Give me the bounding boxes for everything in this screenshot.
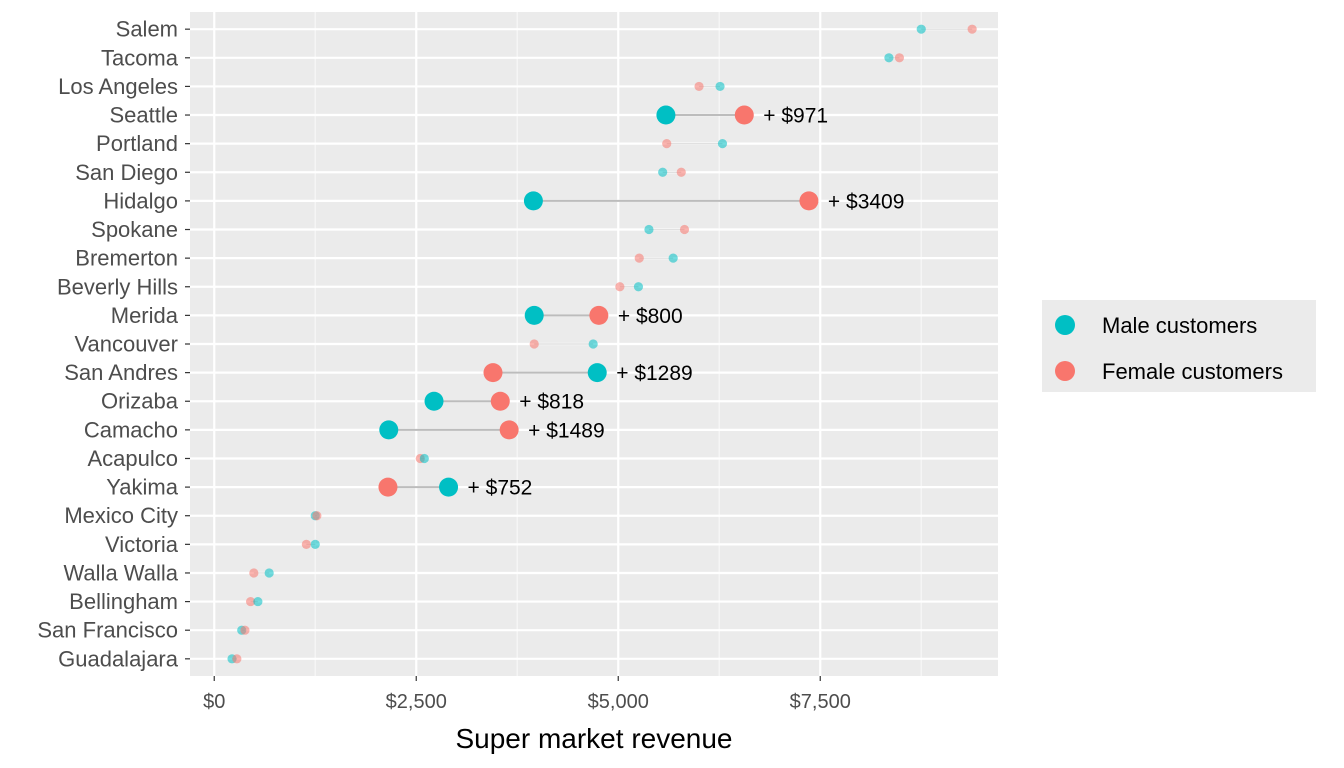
- y-tick-label: San Diego: [75, 160, 178, 185]
- y-tick-label: Merida: [111, 303, 179, 328]
- point-female: [894, 53, 905, 63]
- difference-label: + $3409: [828, 190, 905, 213]
- y-tick-label: Seattle: [110, 103, 179, 128]
- point-female: [490, 391, 510, 411]
- difference-label: + $971: [763, 105, 828, 128]
- connector-lines: [232, 28, 973, 660]
- y-tick-label: Yakima: [106, 475, 178, 500]
- y-tick-label: Bremerton: [75, 246, 178, 271]
- point-female: [615, 282, 625, 292]
- difference-label: + $1289: [616, 362, 693, 385]
- y-tick-label: Spokane: [91, 217, 178, 242]
- point-female: [799, 191, 819, 211]
- point-female: [662, 139, 672, 149]
- y-tick-label: Acapulco: [87, 446, 178, 471]
- y-tick-label: Mexico City: [64, 503, 178, 528]
- y-tick-label: Hidalgo: [103, 188, 178, 213]
- point-male: [717, 139, 728, 149]
- point-female: [967, 24, 977, 34]
- point-male: [658, 167, 668, 177]
- point-female: [694, 81, 704, 92]
- y-axis: Salem Tacoma Los Angeles Seattle Portland San…: [37, 17, 190, 671]
- x-axis: $0 $2,500 $5,000 $7,500: [203, 676, 851, 713]
- point-male: [884, 53, 894, 63]
- x-tick-label: $2,500: [386, 691, 447, 713]
- point-male: [439, 477, 459, 497]
- point-female: [589, 305, 609, 325]
- point-male: [916, 24, 926, 34]
- point-female: [529, 339, 539, 349]
- difference-label: + $752: [468, 477, 533, 500]
- point-male: [587, 363, 607, 383]
- difference-label: + $818: [519, 391, 584, 414]
- point-female: [240, 625, 250, 635]
- point-male: [424, 391, 444, 411]
- point-male: [523, 191, 543, 211]
- data-points: [227, 24, 977, 664]
- y-tick-label: Victoria: [105, 532, 179, 557]
- difference-label: + $1489: [528, 419, 605, 442]
- point-male: [633, 282, 644, 292]
- point-female: [378, 477, 398, 497]
- y-tick-label: Orizaba: [101, 389, 179, 414]
- x-tick-label: $0: [203, 691, 225, 713]
- legend-key-male: [1055, 315, 1075, 335]
- point-male: [379, 420, 399, 440]
- point-female: [312, 511, 322, 521]
- point-female: [734, 105, 754, 125]
- point-male: [419, 453, 429, 464]
- y-tick-label: Los Angeles: [58, 74, 178, 99]
- point-male: [715, 81, 725, 92]
- difference-labels: + $971 + $3409 + $800 + $1289 + $818 + $1489 +…: [468, 105, 905, 500]
- point-female: [676, 167, 686, 177]
- legend-label-male: Male customers: [1102, 313, 1257, 338]
- point-male: [656, 105, 676, 125]
- point-male: [253, 596, 263, 607]
- x-tick-label: $7,500: [790, 691, 851, 713]
- point-male: [310, 539, 320, 549]
- point-female: [249, 568, 259, 578]
- point-male: [588, 339, 598, 349]
- legend-label-female: Female customers: [1102, 359, 1283, 384]
- point-female: [634, 253, 644, 263]
- y-tick-label: Salem: [116, 17, 178, 42]
- point-female: [499, 420, 519, 440]
- point-female: [246, 596, 256, 607]
- y-tick-label: Beverly Hills: [57, 274, 178, 299]
- legend-background: [1042, 300, 1316, 392]
- y-tick-label: Vancouver: [74, 332, 178, 357]
- y-tick-label: Portland: [96, 131, 178, 156]
- legend: Male customers Female customers: [1042, 300, 1316, 392]
- difference-label: + $800: [618, 305, 683, 328]
- legend-key-female: [1055, 361, 1075, 381]
- point-male: [644, 224, 654, 235]
- y-tick-label: Guadalajara: [58, 646, 179, 671]
- x-axis-title: Super market revenue: [455, 723, 732, 754]
- point-male: [264, 568, 274, 578]
- point-male: [524, 305, 544, 325]
- y-tick-label: San Andres: [64, 360, 178, 385]
- y-tick-label: Walla Walla: [63, 560, 178, 585]
- y-tick-label: Tacoma: [101, 45, 179, 70]
- y-tick-label: Bellingham: [69, 589, 178, 614]
- point-female: [232, 654, 242, 664]
- point-male: [668, 253, 678, 263]
- point-female: [679, 224, 690, 235]
- point-female: [483, 363, 503, 383]
- y-tick-label: Camacho: [84, 417, 178, 442]
- y-tick-label: San Francisco: [37, 618, 178, 643]
- x-tick-label: $5,000: [588, 691, 649, 713]
- point-female: [301, 539, 311, 549]
